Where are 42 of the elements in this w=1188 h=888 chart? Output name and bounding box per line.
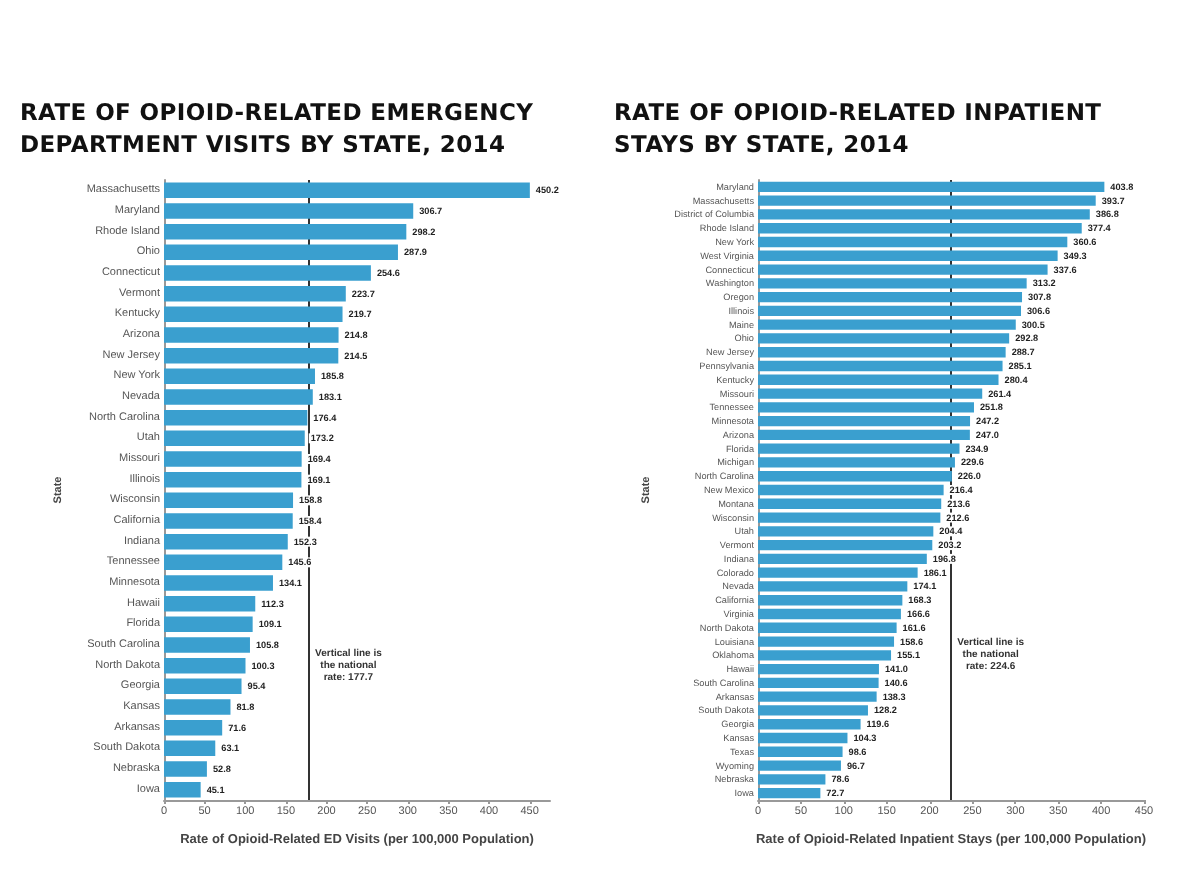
bar	[758, 677, 879, 689]
bar	[164, 533, 288, 550]
bar	[164, 285, 346, 302]
bar	[758, 236, 1068, 248]
bar	[164, 244, 398, 261]
bar	[164, 678, 242, 695]
bar	[758, 732, 848, 744]
bar	[164, 719, 223, 736]
bar	[758, 305, 1021, 317]
bar	[758, 608, 901, 620]
bar	[758, 360, 1003, 372]
bar	[164, 554, 283, 571]
bar	[164, 616, 253, 633]
bar	[164, 223, 407, 240]
bar	[164, 740, 216, 757]
bar	[758, 429, 970, 441]
bar	[164, 430, 305, 447]
chart-title: RATE OF OPIOID-RELATED EMERGENCY DEPARTMENT VISITS BY STATE, 2014	[20, 96, 536, 162]
chart-title: RATE OF OPIOID-RELATED INPATIENT STAYS BY STATE, 2014	[614, 96, 1104, 162]
bar	[164, 203, 414, 219]
bar	[164, 575, 273, 591]
bar	[164, 657, 246, 674]
bar	[164, 761, 207, 777]
bar	[164, 513, 293, 529]
bar	[164, 595, 256, 612]
bar	[164, 637, 250, 653]
bar	[164, 781, 201, 798]
bar	[164, 699, 231, 715]
bar	[164, 409, 308, 426]
bar	[758, 484, 944, 496]
bar	[164, 327, 339, 343]
bar	[164, 451, 302, 467]
bar	[164, 306, 343, 323]
bar	[758, 553, 927, 565]
bar	[164, 347, 339, 364]
bar	[164, 389, 313, 405]
bar	[164, 492, 294, 509]
bar	[758, 181, 1105, 193]
bar	[164, 368, 315, 385]
bar	[164, 182, 530, 199]
bar	[164, 265, 371, 281]
bar	[164, 471, 302, 488]
